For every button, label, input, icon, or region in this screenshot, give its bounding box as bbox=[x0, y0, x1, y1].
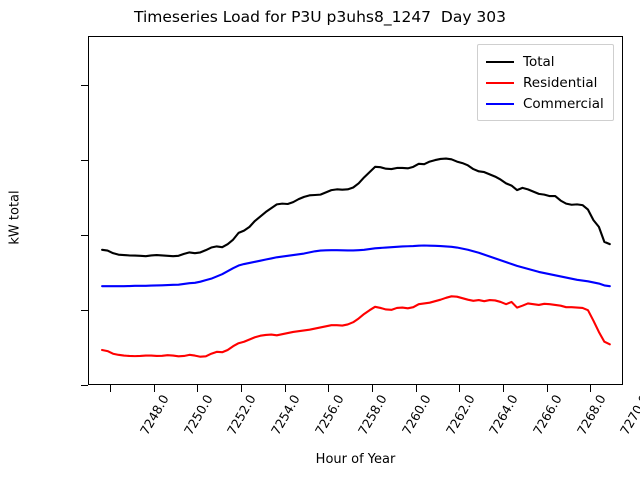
y-tick-mark bbox=[81, 385, 88, 386]
x-tick-label: 7266.0 bbox=[529, 392, 565, 438]
plot-area bbox=[88, 36, 623, 385]
y-axis-label: kW total bbox=[7, 190, 23, 245]
series-line-total bbox=[101, 157, 611, 258]
y-tick-mark bbox=[81, 159, 88, 161]
x-tick-label: 7268.0 bbox=[573, 392, 609, 438]
legend-swatch-icon bbox=[486, 60, 514, 63]
y-tick-mark bbox=[81, 234, 88, 236]
legend-item-commercial[interactable]: Commercial bbox=[486, 93, 604, 114]
x-tick-label: 7264.0 bbox=[486, 392, 521, 438]
x-tick-label: 7248.0 bbox=[136, 392, 172, 438]
legend-item-total[interactable]: Total bbox=[486, 51, 604, 72]
x-tick-mark bbox=[415, 385, 417, 392]
x-tick-mark bbox=[328, 385, 330, 392]
series-line-residential bbox=[101, 295, 611, 358]
x-tick-mark bbox=[284, 385, 286, 392]
legend-label: Commercial bbox=[523, 95, 604, 112]
x-tick-mark bbox=[590, 385, 592, 392]
chart-title: Timeseries Load for P3U p3uhs8_1247 Day … bbox=[133, 8, 507, 26]
x-tick-label: 7260.0 bbox=[398, 392, 434, 438]
x-tick-mark bbox=[240, 385, 242, 392]
x-tick-mark bbox=[197, 385, 199, 392]
y-tick-mark bbox=[81, 84, 88, 86]
legend-label: Total bbox=[523, 53, 555, 70]
series-canvas bbox=[101, 157, 611, 358]
x-tick-label: 7252.0 bbox=[224, 392, 259, 438]
x-tick-label: 7250.0 bbox=[180, 392, 216, 438]
x-tick-mark bbox=[371, 385, 373, 392]
legend-swatch-icon bbox=[486, 102, 514, 105]
legend-swatch-icon bbox=[486, 81, 514, 84]
legend-label: Residential bbox=[523, 74, 598, 91]
x-tick-mark bbox=[459, 385, 461, 392]
x-tick-mark bbox=[502, 385, 504, 392]
chart-legend: Total Residential Commercial bbox=[477, 44, 614, 121]
x-axis-label: Hour of Year bbox=[315, 452, 396, 467]
x-tick-label: 7262.0 bbox=[442, 392, 478, 438]
x-tick-label: 7258.0 bbox=[355, 392, 390, 438]
x-tick-mark bbox=[546, 385, 548, 392]
x-tick-label: 7254.0 bbox=[267, 392, 303, 438]
x-tick-label: 7270.0 bbox=[617, 392, 640, 438]
x-tick-mark bbox=[153, 385, 155, 392]
y-tick-mark bbox=[81, 309, 88, 311]
x-tick-mark bbox=[109, 385, 111, 392]
x-tick-label: 7256.0 bbox=[311, 392, 347, 438]
series-line-commercial bbox=[101, 244, 611, 288]
legend-item-residential[interactable]: Residential bbox=[486, 72, 604, 93]
